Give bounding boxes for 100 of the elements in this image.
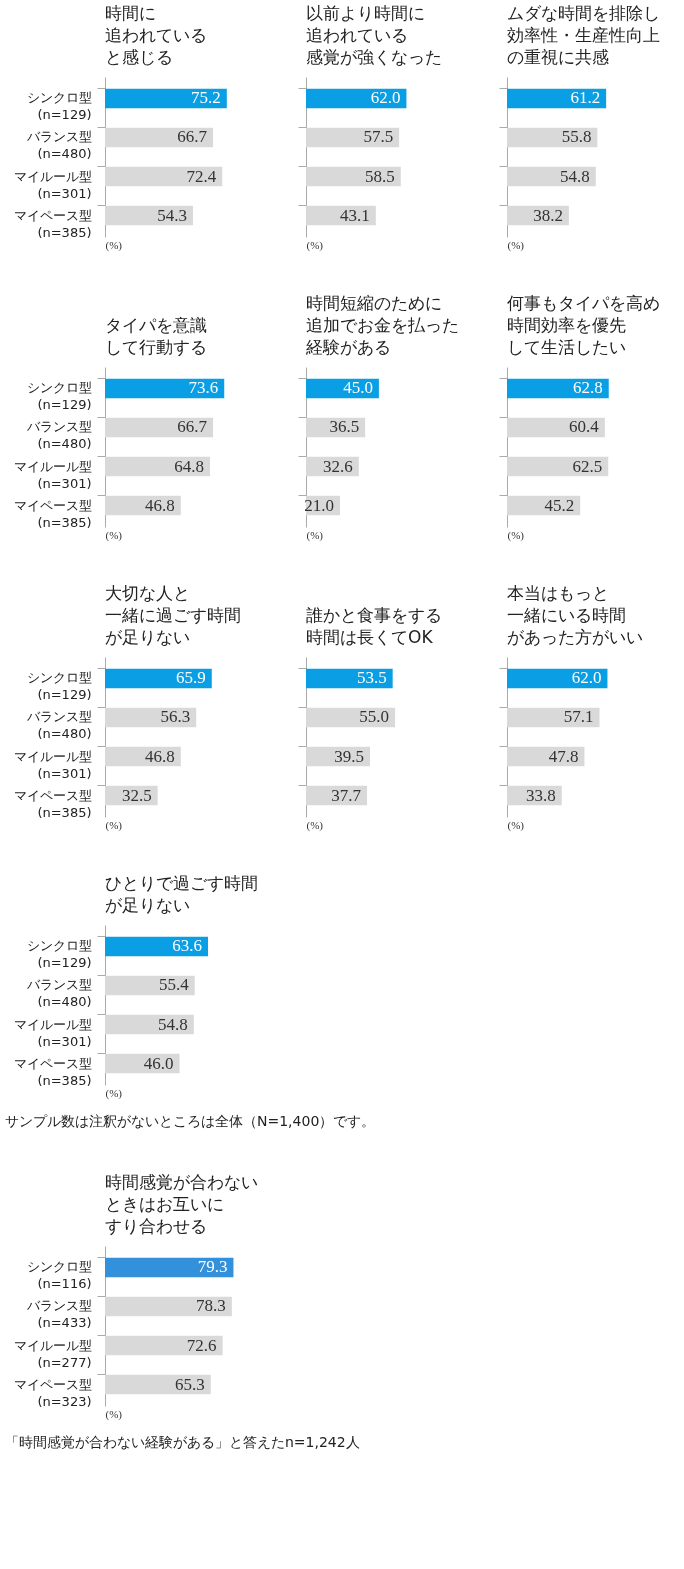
text: があった方がいい — [507, 627, 643, 647]
x-axis-title: (%) — [306, 528, 324, 542]
text: 効率性・生産性向上 — [507, 25, 660, 45]
text: 時間は長くてOK — [306, 627, 433, 647]
bar — [507, 707, 600, 728]
y-tick-label: マイペース型 (n=385) — [13, 787, 92, 820]
text: と感じる — [105, 47, 173, 67]
data-label: 33.8 — [526, 785, 556, 805]
bar — [105, 1296, 232, 1317]
data-label: 32.6 — [323, 456, 353, 476]
text: ムダな時間を排除し — [507, 3, 660, 23]
y-tick-label: シンクロ型 (n=116) — [26, 1259, 92, 1292]
data-label: 62.5 — [572, 456, 603, 476]
data-label: 62.0 — [571, 668, 602, 688]
bar — [105, 417, 214, 438]
data-label: 65.9 — [176, 668, 206, 688]
y-tick-label: シンクロ型 (n=129) — [26, 90, 92, 123]
data-label: 46.0 — [143, 1053, 174, 1073]
data-label: 63.6 — [172, 936, 203, 956]
data-label: 64.8 — [174, 456, 204, 476]
data-label: 66.7 — [177, 417, 208, 437]
data-label: 46.8 — [145, 746, 175, 766]
y-tick-label: マイペース型 (n=323) — [13, 1376, 92, 1409]
data-label: 56.3 — [160, 707, 191, 727]
data-label: 55.4 — [159, 975, 190, 995]
text: が足りない — [105, 895, 190, 915]
data-label: 60.4 — [569, 417, 600, 437]
data-label: 43.1 — [340, 205, 370, 225]
data-label: 57.1 — [563, 707, 594, 727]
text: 時間効率を優先 — [507, 315, 626, 335]
bar — [105, 378, 225, 399]
data-label: 72.4 — [186, 166, 217, 186]
data-label: 54.8 — [560, 166, 590, 186]
text: ときはお互いに — [105, 1194, 224, 1214]
x-axis-title: (%) — [507, 818, 525, 832]
y-tick-label: バランス型 (n=480) — [25, 129, 92, 162]
text: 本当はもっと — [507, 583, 609, 603]
x-axis-title: (%) — [105, 818, 123, 832]
data-label: 53.5 — [356, 668, 387, 688]
y-tick-label: マイペース型 (n=385) — [13, 497, 92, 530]
data-label: 62.8 — [572, 378, 603, 398]
data-label: 36.5 — [329, 417, 360, 437]
bar — [105, 1257, 234, 1278]
text: サンプル数は注釈がないところは全体（N=1,400）です。 — [5, 1113, 376, 1129]
data-label: 55.8 — [561, 127, 592, 147]
data-label: 37.7 — [331, 785, 362, 805]
y-tick-label: シンクロ型 (n=129) — [26, 670, 92, 703]
data-label: 45.2 — [544, 495, 575, 515]
text: の重視に共感 — [507, 47, 609, 67]
text: して行動する — [105, 337, 207, 357]
bar — [105, 127, 214, 148]
data-label: 21.0 — [304, 495, 335, 515]
y-tick-label: バランス型 (n=433) — [25, 1298, 92, 1331]
text: 経験がある — [306, 337, 391, 357]
y-tick-label: マイペース型 (n=385) — [13, 207, 92, 240]
data-label: 66.7 — [177, 127, 208, 147]
text: して生活したい — [507, 337, 626, 357]
data-label: 75.2 — [191, 88, 221, 108]
y-tick-label: シンクロ型 (n=129) — [26, 938, 92, 971]
data-label: 55.0 — [359, 707, 390, 727]
text: 追われている — [306, 25, 408, 45]
data-label: 54.3 — [157, 205, 187, 225]
text: 時間短縮のために — [306, 293, 442, 313]
y-tick-label: バランス型 (n=480) — [25, 709, 92, 742]
text: 時間に — [105, 3, 156, 23]
text: 一緒にいる時間 — [507, 605, 626, 625]
text: 「時間感覚が合わない経験がある」と答えたn=1,242人 — [5, 1434, 360, 1450]
data-label: 32.5 — [121, 785, 152, 805]
data-label: 65.3 — [175, 1374, 205, 1394]
text: 大切な人と — [105, 583, 190, 603]
y-tick-label: バランス型 (n=480) — [25, 419, 92, 452]
x-axis-title: (%) — [105, 1407, 123, 1421]
data-label: 61.2 — [570, 88, 601, 108]
data-label: 39.5 — [334, 746, 364, 766]
text: 追加でお金を払った — [306, 315, 459, 335]
x-axis-title: (%) — [105, 528, 123, 542]
x-axis-title: (%) — [306, 238, 324, 252]
y-tick-label: マイルール型 (n=277) — [13, 1337, 92, 1370]
text: 誰かと食事をする — [306, 605, 442, 625]
bar — [105, 88, 227, 109]
bar — [105, 1374, 211, 1395]
data-label: 58.5 — [365, 166, 395, 186]
data-label: 47.8 — [548, 746, 579, 766]
text: すり合わせる — [105, 1216, 207, 1236]
y-tick-label: バランス型 (n=480) — [25, 977, 92, 1010]
data-label: 78.3 — [196, 1296, 226, 1316]
data-label: 45.0 — [343, 378, 373, 398]
data-label: 79.3 — [197, 1257, 228, 1277]
x-axis-title: (%) — [105, 238, 123, 252]
data-label: 57.5 — [363, 127, 394, 147]
data-label: 62.0 — [370, 88, 401, 108]
y-tick-label: シンクロ型 (n=129) — [26, 380, 92, 413]
bar — [105, 166, 223, 187]
y-tick-label: マイペース型 (n=385) — [13, 1055, 92, 1088]
data-label: 46.8 — [145, 495, 175, 515]
text: 追われている — [105, 25, 207, 45]
text: タイパを意識 — [105, 315, 207, 335]
x-axis-title: (%) — [105, 1086, 123, 1100]
x-axis-title: (%) — [507, 238, 525, 252]
y-tick-label: マイルール型 (n=301) — [13, 1016, 92, 1049]
